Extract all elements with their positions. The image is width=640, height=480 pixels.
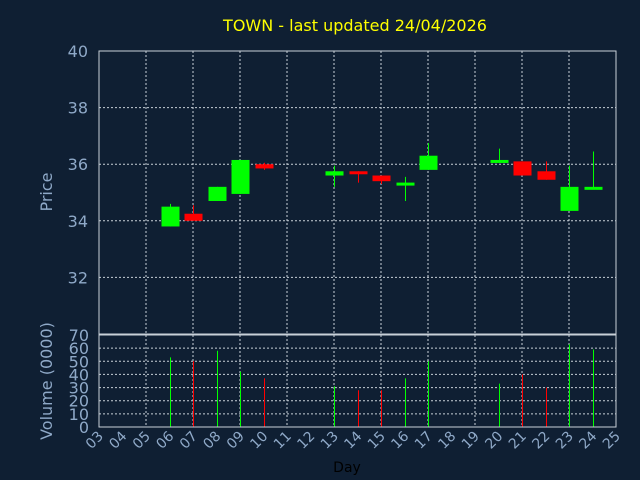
volume-tick-label: 70 bbox=[69, 326, 89, 345]
day-tick-label: 09 bbox=[224, 429, 248, 453]
candle-body bbox=[161, 206, 180, 227]
volume-panel-frame bbox=[98, 334, 617, 428]
day-tick-label: 12 bbox=[294, 429, 318, 453]
volume-tick-label: 50 bbox=[69, 352, 89, 371]
volume-tick-label: 0 bbox=[79, 418, 89, 437]
candle-body bbox=[349, 171, 368, 175]
candle-body bbox=[255, 164, 274, 169]
price-tick-label: 34 bbox=[68, 212, 88, 231]
chart-title: TOWN - last updated 24/04/2026 bbox=[222, 16, 487, 35]
volume-tick-label: 20 bbox=[69, 392, 89, 411]
price-tick-label: 32 bbox=[68, 268, 88, 287]
price-tick-label: 38 bbox=[68, 99, 88, 118]
candle-body bbox=[396, 182, 415, 186]
candle-body bbox=[208, 186, 227, 201]
candle-body bbox=[490, 159, 509, 163]
price-panel-frame bbox=[98, 50, 617, 335]
day-tick-label: 23 bbox=[553, 429, 577, 453]
candle-body bbox=[513, 161, 532, 176]
price-candles bbox=[161, 142, 603, 227]
volume-tick-label: 60 bbox=[69, 339, 89, 358]
price-axis-label: Price bbox=[37, 172, 56, 211]
day-tick-label: 10 bbox=[247, 429, 271, 453]
volume-bars bbox=[170, 344, 594, 427]
candle-body bbox=[325, 171, 344, 176]
price-tick-label: 40 bbox=[68, 42, 88, 61]
candle-body bbox=[584, 186, 603, 190]
day-tick-label: 18 bbox=[435, 429, 459, 453]
day-tick-label: 06 bbox=[153, 428, 177, 452]
volume-gridlines bbox=[99, 335, 616, 427]
volume-axis-label: Volume (0000) bbox=[37, 322, 56, 440]
day-tick-label: 08 bbox=[200, 429, 224, 453]
day-tick-label: 20 bbox=[482, 429, 506, 453]
day-tick-label: 05 bbox=[130, 429, 154, 453]
day-tick-label: 15 bbox=[365, 429, 389, 453]
day-tick-label: 11 bbox=[271, 429, 295, 453]
day-tick-label: 14 bbox=[341, 428, 365, 452]
day-tick-label: 16 bbox=[388, 428, 412, 452]
day-tick-label: 21 bbox=[506, 429, 530, 453]
volume-tick-label: 40 bbox=[69, 365, 89, 384]
day-tick-label: 07 bbox=[177, 429, 201, 453]
day-tick-labels: 03 04 05 06 07 08 09 10 11 12 13 14 15 16 17 18 19 20 21 22… bbox=[83, 428, 624, 452]
day-tick-label: 04 bbox=[106, 428, 130, 452]
day-tick-label: 25 bbox=[600, 429, 624, 453]
day-tick-label: 17 bbox=[412, 429, 436, 453]
candle-body bbox=[419, 155, 438, 170]
day-tick-label: 22 bbox=[529, 429, 553, 453]
candle-body bbox=[372, 175, 391, 182]
day-tick-label: 19 bbox=[459, 429, 483, 453]
volume-tick-label: 30 bbox=[69, 379, 89, 398]
candle-body bbox=[560, 186, 579, 211]
x-axis-label: Day bbox=[333, 460, 361, 476]
price-tick-label: 36 bbox=[68, 155, 88, 174]
price-gridlines bbox=[99, 50, 616, 335]
day-tick-label: 24 bbox=[576, 428, 600, 452]
volume-tick-label: 10 bbox=[69, 405, 89, 424]
price-tick-labels: 32 34 36 38 40 bbox=[68, 42, 88, 287]
candle-body bbox=[537, 171, 556, 180]
candle-body bbox=[184, 213, 203, 221]
day-tick-label: 13 bbox=[318, 429, 342, 453]
candle-body bbox=[231, 159, 250, 194]
